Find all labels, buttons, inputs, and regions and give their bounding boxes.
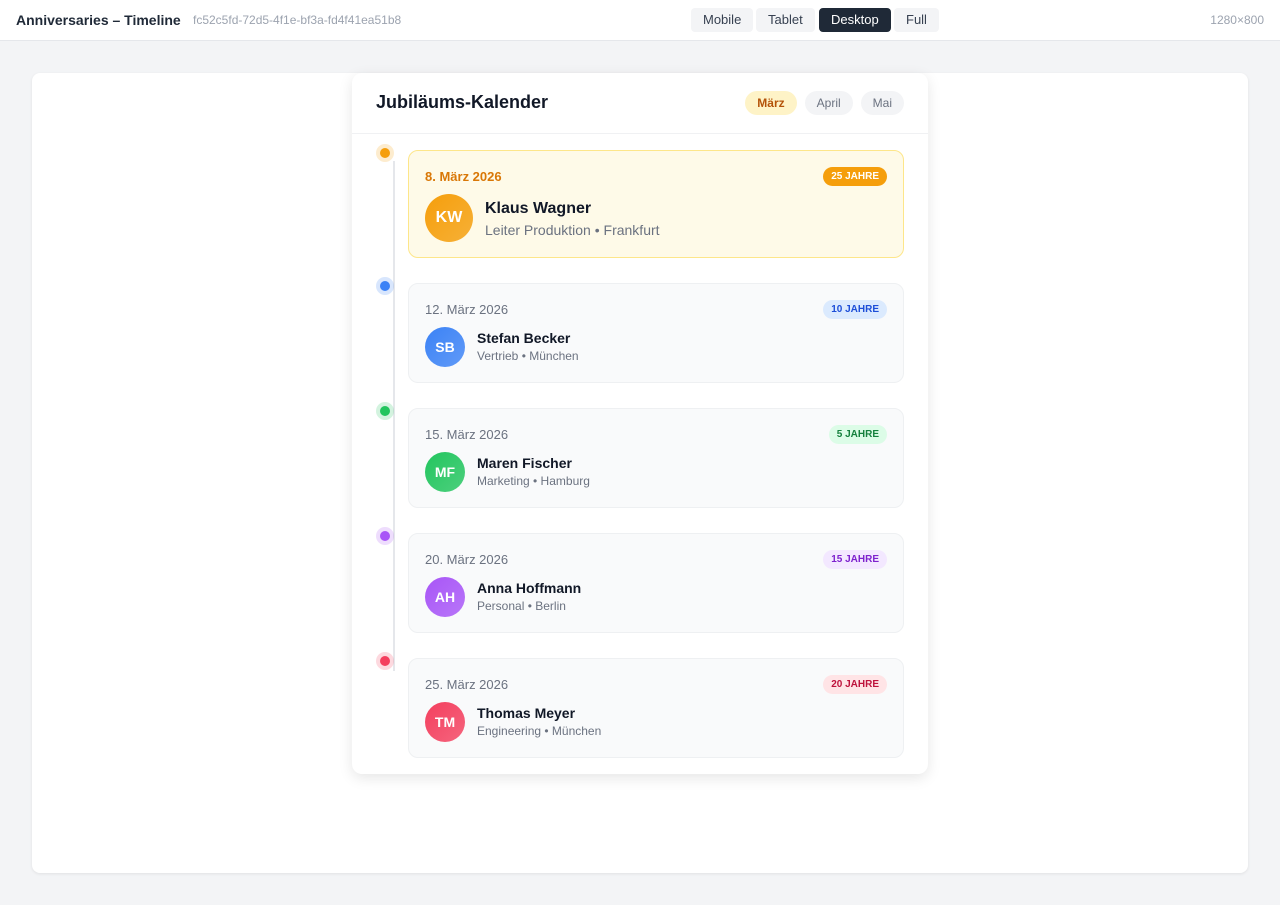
avatar: MF xyxy=(425,452,465,492)
timeline-dot xyxy=(376,402,394,420)
calendar-header: Jubiläums-Kalender März April Mai xyxy=(352,73,928,134)
anniversary-date: 20. März 2026 xyxy=(425,552,509,567)
month-tabs: März April Mai xyxy=(745,91,904,115)
years-badge: 25 JAHRE xyxy=(823,167,887,186)
tab-april[interactable]: April xyxy=(804,91,853,115)
employee-meta: Personal • Berlin xyxy=(477,599,566,613)
viewport-desktop-button[interactable]: Desktop xyxy=(819,8,891,32)
viewport-mobile-button[interactable]: Mobile xyxy=(691,8,754,32)
years-badge: 15 JAHRE xyxy=(823,550,887,569)
anniversary-date: 25. März 2026 xyxy=(425,677,509,692)
avatar: SB xyxy=(425,327,465,367)
timeline-dot xyxy=(376,144,394,162)
timeline-dot xyxy=(376,527,394,545)
viewport-size: 1280×800 xyxy=(1210,13,1264,27)
employee-name: Stefan Becker xyxy=(477,330,571,346)
viewport-tablet-button[interactable]: Tablet xyxy=(756,8,815,32)
timeline-item[interactable]: 12. März 2026 10 JAHRE SB Stefan Becker … xyxy=(376,277,904,383)
timeline-line xyxy=(393,161,395,671)
top-bar: Anniversaries – Timeline fc52c5fd-72d5-4… xyxy=(0,0,1280,41)
avatar: TM xyxy=(425,702,465,742)
employee-name: Maren Fischer xyxy=(477,455,572,471)
timeline-item[interactable]: 15. März 2026 5 JAHRE MF Maren Fischer M… xyxy=(376,402,904,508)
timeline-dot xyxy=(376,277,394,295)
document-id: fc52c5fd-72d5-4f1e-bf3a-fd4f41ea51b8 xyxy=(193,13,402,27)
years-badge: 10 JAHRE xyxy=(823,300,887,319)
employee-meta: Marketing • Hamburg xyxy=(477,474,590,488)
employee-name: Klaus Wagner xyxy=(485,200,592,217)
anniversary-date: 12. März 2026 xyxy=(425,302,509,317)
tab-mai[interactable]: Mai xyxy=(860,91,904,115)
viewport-full-button[interactable]: Full xyxy=(894,8,939,32)
anniversary-date: 8. März 2026 xyxy=(425,169,502,184)
years-badge: 5 JAHRE xyxy=(828,425,887,444)
employee-meta: Leiter Produktion • Frankfurt xyxy=(485,222,660,238)
anniversary-calendar: Jubiläums-Kalender März April Mai 8. Mär… xyxy=(352,73,928,774)
timeline-item[interactable]: 20. März 2026 15 JAHRE AH Anna Hoffmann … xyxy=(376,527,904,633)
avatar: AH xyxy=(425,577,465,617)
calendar-title: Jubiläums-Kalender xyxy=(376,92,549,112)
timeline-item[interactable]: 25. März 2026 20 JAHRE TM Thomas Meyer E… xyxy=(376,652,904,758)
employee-meta: Engineering • München xyxy=(477,724,602,738)
tab-maerz[interactable]: März xyxy=(745,91,797,115)
timeline-dot xyxy=(376,652,394,670)
timeline-item[interactable]: 8. März 2026 25 JAHRE KW Klaus Wagner Le… xyxy=(376,144,904,258)
anniversary-date: 15. März 2026 xyxy=(425,427,509,442)
app-title: Anniversaries – Timeline xyxy=(16,12,181,28)
avatar: KW xyxy=(425,194,473,242)
employee-name: Anna Hoffmann xyxy=(477,580,582,596)
employee-meta: Vertrieb • München xyxy=(477,349,579,363)
years-badge: 20 JAHRE xyxy=(823,675,887,694)
employee-name: Thomas Meyer xyxy=(477,705,576,721)
